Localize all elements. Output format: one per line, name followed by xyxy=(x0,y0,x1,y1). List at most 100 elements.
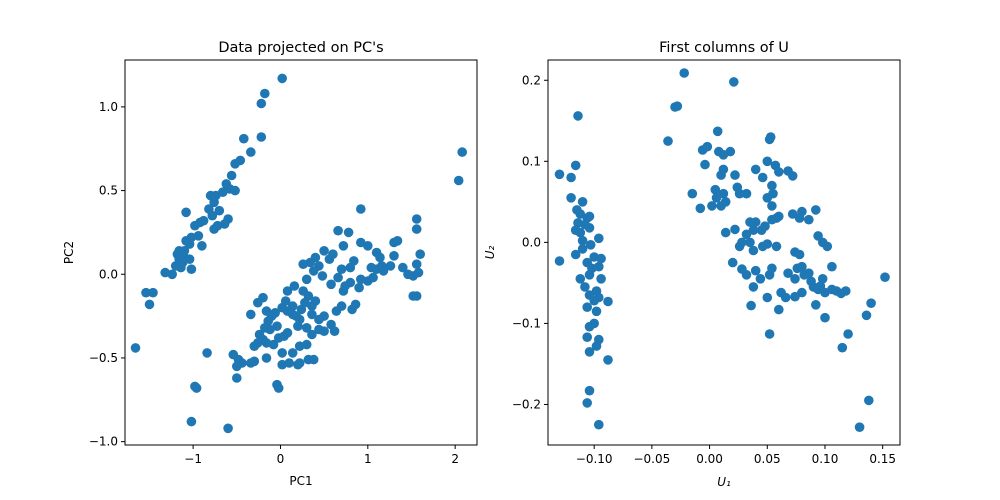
left-chart-point xyxy=(308,354,319,365)
right-chart-point xyxy=(570,249,581,260)
left-chart-point xyxy=(307,309,317,320)
left-chart-point xyxy=(287,348,298,358)
right-chart-point xyxy=(820,312,830,323)
left-chart-point xyxy=(368,272,378,283)
right-chart-point xyxy=(584,321,595,332)
right-chart-point xyxy=(584,211,595,222)
left-chart-y-axis-label: PC2 xyxy=(62,241,76,264)
right-chart: First columns of U U₁ U₂ −0.10 −0.05 0.00 0… xyxy=(483,40,901,489)
left-chart-x-tick-label: 2 xyxy=(451,452,459,466)
right-chart-point xyxy=(573,111,583,121)
right-chart-point xyxy=(716,201,726,211)
right-chart-point xyxy=(570,160,581,171)
right-chart-x-tick-label: 0.10 xyxy=(812,452,839,466)
left-chart-point xyxy=(130,343,141,353)
left-chart-point xyxy=(246,147,256,157)
left-chart-point xyxy=(375,252,385,263)
right-chart-point xyxy=(729,77,739,87)
left-chart-point xyxy=(144,299,155,310)
right-chart-point xyxy=(776,287,786,298)
right-chart-point xyxy=(762,292,773,303)
left-chart-point xyxy=(457,147,468,157)
right-chart-point xyxy=(603,355,613,365)
right-chart-point xyxy=(712,126,723,137)
right-chart-point xyxy=(707,201,717,211)
left-chart-point xyxy=(389,251,399,261)
left-chart-point xyxy=(207,210,218,221)
right-chart-point xyxy=(580,282,590,292)
right-chart-point xyxy=(591,306,602,317)
right-chart-point xyxy=(762,193,773,203)
right-chart-x-tick-label: −0.10 xyxy=(576,452,613,466)
right-chart-point xyxy=(734,188,745,199)
left-chart-point xyxy=(260,323,270,333)
right-chart-point xyxy=(794,213,805,223)
right-chart-y-tick-label: 0.2 xyxy=(522,73,541,87)
left-chart-point xyxy=(314,314,324,325)
left-chart-point xyxy=(223,423,233,434)
left-chart-point xyxy=(261,306,272,316)
left-chart-point xyxy=(239,133,249,144)
right-chart-point xyxy=(585,240,596,250)
left-chart-point xyxy=(287,301,298,311)
right-chart-point xyxy=(861,310,872,321)
left-chart-point xyxy=(336,264,347,275)
left-chart-point xyxy=(411,214,422,224)
left-chart-point xyxy=(363,241,373,251)
right-chart-point xyxy=(582,398,592,408)
left-chart-point xyxy=(284,358,295,368)
right-chart-point xyxy=(575,209,586,219)
left-chart-point xyxy=(249,356,260,367)
left-chart-point xyxy=(148,287,158,298)
right-chart-x-tick-label: 0.00 xyxy=(696,452,723,466)
left-chart-point xyxy=(252,297,263,308)
left-chart-point xyxy=(349,256,359,266)
right-chart-point xyxy=(774,167,784,177)
right-chart-point xyxy=(764,329,775,339)
right-chart-point xyxy=(794,249,805,260)
right-chart-point xyxy=(792,263,803,274)
right-chart-point xyxy=(854,422,865,433)
left-chart-point xyxy=(256,98,267,109)
right-chart-point xyxy=(811,300,821,310)
right-chart-point xyxy=(594,419,604,430)
right-chart-point xyxy=(727,257,738,268)
right-chart-point xyxy=(577,235,588,246)
left-chart-point xyxy=(398,262,408,273)
right-chart-point xyxy=(734,241,745,252)
right-chart-ticks: −0.10 −0.05 0.00 0.05 0.10 0.15 −0.2 −0.1 0.0 0.1… xyxy=(512,73,896,466)
left-chart-point xyxy=(184,239,195,249)
right-chart-point xyxy=(880,272,890,283)
left-chart-point xyxy=(202,348,212,358)
left-chart-point xyxy=(319,246,329,256)
left-chart-point xyxy=(338,241,349,251)
left-chart-point xyxy=(411,259,422,270)
right-chart-point xyxy=(702,141,713,152)
right-chart-point xyxy=(603,296,613,307)
right-chart-point xyxy=(589,295,599,306)
left-chart-point xyxy=(356,204,366,214)
right-chart-point xyxy=(787,209,798,219)
right-chart-point xyxy=(748,225,759,235)
right-chart-point xyxy=(584,270,595,280)
left-chart-point xyxy=(340,281,350,291)
right-chart-point xyxy=(767,180,777,191)
right-chart-y-tick-label: 0.0 xyxy=(522,235,541,249)
right-chart-point xyxy=(687,188,698,199)
left-chart-point xyxy=(256,132,267,142)
right-chart-point xyxy=(767,201,777,211)
right-chart-point xyxy=(748,282,759,292)
left-chart-point xyxy=(277,348,288,358)
left-chart-point xyxy=(214,205,225,216)
left-chart-point xyxy=(301,274,312,285)
left-chart-point xyxy=(378,266,389,276)
right-chart-point xyxy=(765,132,776,142)
left-chart-point xyxy=(195,217,205,228)
right-chart-point xyxy=(566,172,576,183)
left-chart-point xyxy=(280,296,291,306)
left-chart-point xyxy=(307,329,317,340)
left-chart-point xyxy=(326,319,336,330)
left-chart-point xyxy=(411,224,422,234)
right-chart-point xyxy=(670,102,680,112)
left-chart-point xyxy=(314,324,324,335)
